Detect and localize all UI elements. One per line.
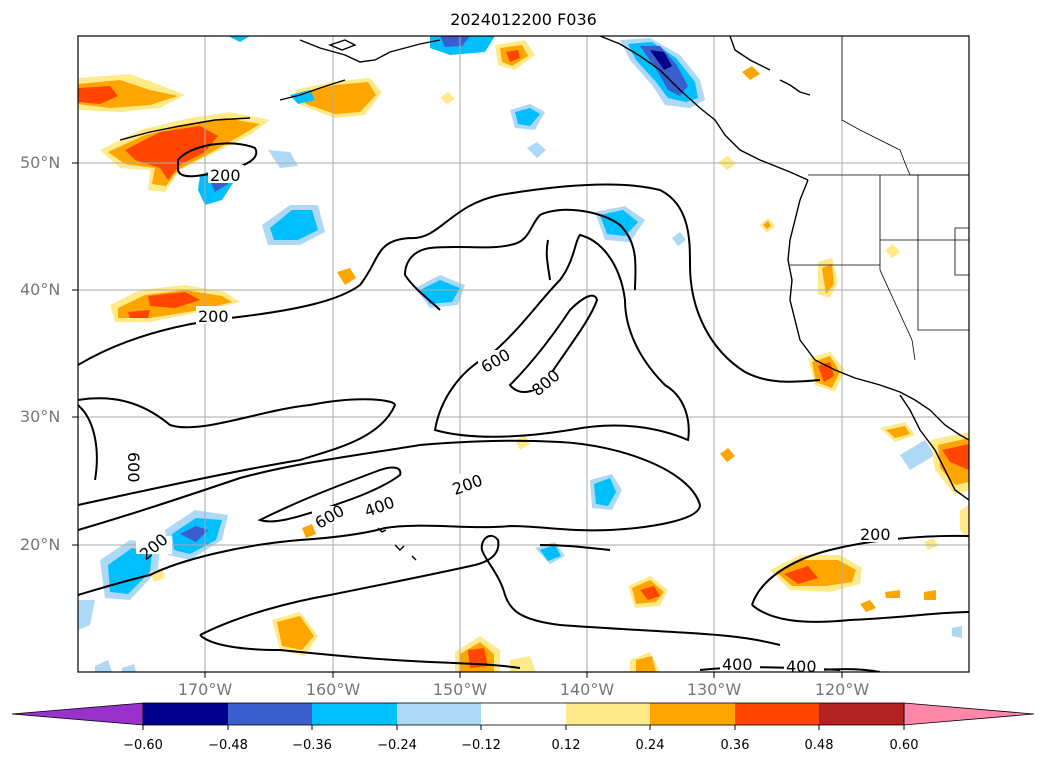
lon-label-170w: 170°W	[177, 680, 233, 699]
lon-label-160w: 160°W	[305, 680, 361, 699]
contour-label-400-c: 400	[786, 657, 817, 676]
lon-label-120w: 120°W	[814, 680, 870, 699]
colorbar-tick-label: 0.36	[720, 738, 750, 753]
colorbar-tick-label: 0.60	[889, 738, 919, 753]
colorbar-tick-label: −0.24	[377, 738, 417, 753]
contour-label-group: 200 200 600 800 600 200 600 400 200 200 …	[104, 165, 898, 676]
colorbar-tick-label: 0.24	[635, 738, 665, 753]
lat-label-30n: 30°N	[20, 407, 61, 426]
colorbar-tick-label: −0.60	[123, 738, 163, 753]
colorbar-swatch	[397, 703, 481, 725]
colorbar-tick-label: −0.12	[461, 738, 501, 753]
contour-label-400-b: 400	[722, 655, 753, 674]
colorbar-swatch	[481, 703, 566, 725]
colorbar-tick-label: 0.12	[551, 738, 581, 753]
map-frame	[77, 35, 970, 673]
borders	[790, 36, 970, 361]
contour-label-200-b: 200	[198, 307, 229, 326]
colorbar-swatch	[312, 703, 397, 725]
grid-lines	[78, 36, 969, 672]
coastlines	[119, 36, 969, 561]
contour-lines	[78, 142, 969, 672]
colorbar-swatch	[143, 703, 228, 725]
lat-label-20n: 20°N	[20, 535, 61, 554]
tick-marks	[72, 162, 843, 678]
contour-label-600-c: 600	[312, 501, 348, 533]
lon-label-140w: 140°W	[559, 680, 615, 699]
colorbar	[11, 702, 1035, 730]
colorbar-swatch	[819, 703, 904, 725]
colorbar-swatch	[566, 703, 650, 725]
shaded-field	[78, 36, 969, 672]
colorbar-swatch	[650, 703, 735, 725]
contour-label-200-a: 200	[210, 166, 241, 185]
map-title: 2024012200 F036	[450, 10, 597, 29]
contour-label-600-a: 600	[478, 345, 514, 377]
colorbar-extend-low	[11, 702, 144, 726]
lat-label-40n: 40°N	[20, 280, 61, 299]
contour-label-800: 800	[528, 366, 564, 400]
colorbar-tick-label: −0.36	[292, 738, 332, 753]
colorbar-extend-high	[903, 702, 1035, 726]
colorbar-swatch	[228, 703, 312, 725]
contour-label-600-b: 600	[124, 452, 143, 483]
colorbar-swatch	[735, 703, 819, 725]
contour-label-200-e: 200	[860, 525, 891, 544]
lon-label-150w: 150°W	[432, 680, 488, 699]
colorbar-tick-label: 0.48	[804, 738, 834, 753]
colorbar-tick-label: −0.48	[208, 738, 248, 753]
lat-label-50n: 50°N	[20, 153, 61, 172]
lon-label-130w: 130°W	[686, 680, 742, 699]
